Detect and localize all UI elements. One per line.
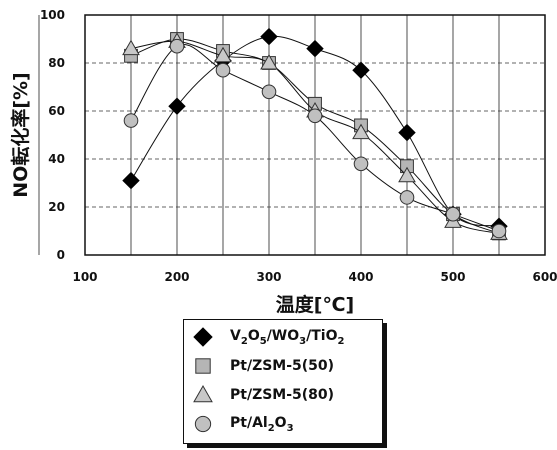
triangle-point	[352, 123, 370, 140]
triangle-point	[398, 166, 416, 183]
x-tick-label: 500	[440, 270, 465, 284]
plot-area-frame	[84, 14, 546, 256]
y-tick-label: 40	[48, 152, 65, 166]
diamond-point	[122, 171, 140, 190]
legend-label: Pt/ZSM-5(50)	[230, 358, 335, 374]
legend-label: Pt/ZSM-5(80)	[230, 387, 335, 403]
legend-diamond-icon	[193, 327, 213, 347]
diamond-point	[352, 61, 370, 79]
x-tick-label: 300	[256, 270, 281, 284]
legend-marker	[193, 384, 213, 403]
legend: V2O5/WO3/TiO2 Pt/ZSM-5(50) Pt/ZSM-5(80) Pt/…	[183, 319, 383, 444]
legend-triangle-icon	[193, 384, 213, 403]
grid-lines	[38, 15, 545, 255]
diamond-point	[306, 39, 324, 58]
circle-point	[445, 206, 461, 222]
circle-point	[491, 223, 507, 239]
legend-marker	[193, 327, 213, 347]
series-layer	[122, 27, 508, 241]
circle-point	[261, 84, 277, 100]
legend-marker	[195, 358, 211, 374]
legend-entry: Pt/Al2O3	[192, 412, 294, 436]
circle-point	[215, 62, 231, 78]
legend-marker	[194, 415, 212, 433]
triangle-point	[260, 53, 278, 70]
x-tick-label: 100	[72, 270, 97, 284]
triangle-point	[122, 39, 140, 56]
y-tick-label: 80	[48, 56, 65, 70]
circle-point	[169, 38, 185, 54]
y-tick-label: 60	[48, 104, 65, 118]
circle-point	[123, 113, 139, 128]
circle-point	[399, 190, 415, 205]
y-axis-ticks: 0 20 40 60 80 100	[40, 8, 65, 262]
series-circle	[123, 38, 507, 239]
legend-label: Pt/Al2O3	[230, 414, 294, 434]
x-axis-title: 温度[℃]	[276, 293, 354, 316]
legend-label: V2O5/WO3/TiO2	[230, 327, 345, 347]
y-tick-label: 0	[57, 248, 65, 262]
x-tick-label: 600	[532, 270, 557, 284]
diamond-point	[398, 123, 416, 142]
diamond-point	[260, 27, 278, 46]
legend-entry: Pt/ZSM-5(50)	[192, 354, 334, 378]
x-tick-label: 400	[348, 270, 373, 284]
legend-circle-icon	[194, 415, 212, 433]
circle-point	[353, 156, 369, 172]
x-tick-label: 200	[164, 270, 189, 284]
x-axis-ticks: 100 200 300 400 500 600	[72, 270, 557, 284]
legend-square-icon	[195, 358, 211, 374]
y-tick-label: 20	[48, 200, 65, 214]
triangle-point	[214, 46, 232, 63]
diamond-point	[168, 97, 186, 115]
y-axis-title: NO転化率[%]	[9, 72, 32, 197]
circle-point	[307, 108, 323, 124]
legend-entry: Pt/ZSM-5(80)	[192, 383, 334, 407]
y-tick-label: 100	[40, 8, 65, 22]
legend-entry: V2O5/WO3/TiO2	[192, 325, 344, 349]
